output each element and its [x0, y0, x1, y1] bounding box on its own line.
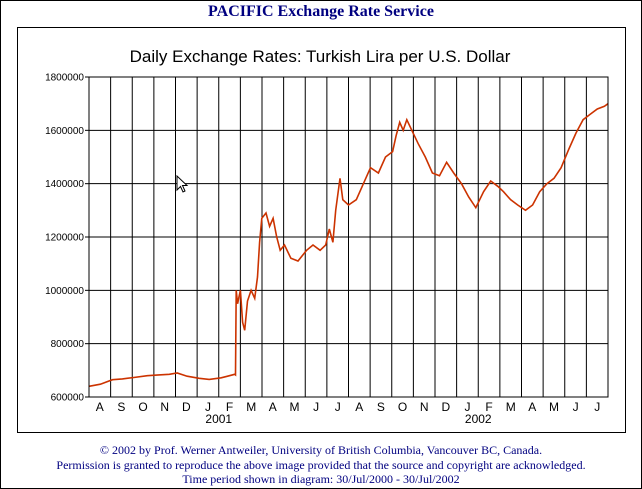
x-tick-label: F [485, 400, 492, 414]
x-tick-label: J [335, 400, 341, 414]
x-tick-label: A [269, 400, 277, 414]
year-label: 2001 [205, 412, 232, 426]
y-axis-ticks: 600000 800000 1000000 1200000 1400000 1600000… [45, 73, 89, 404]
x-tick-label: D [182, 400, 191, 414]
x-tick-label: A [528, 400, 536, 414]
x-tick-label: A [355, 400, 363, 414]
x-tick-label: N [160, 400, 169, 414]
chart-container [17, 27, 626, 433]
x-tick-label: O [398, 400, 407, 414]
x-tick-label: J [594, 400, 600, 414]
x-tick-label: S [377, 400, 385, 414]
permission-line: Permission is granted to reproduce the a… [56, 458, 586, 472]
plot-area [88, 76, 609, 398]
y-tick-label: 1600000 [45, 126, 84, 137]
x-tick-label: M [289, 400, 299, 414]
chart-grid [89, 77, 608, 397]
y-tick-label: 1800000 [45, 73, 84, 84]
y-tick-label: 1000000 [45, 286, 84, 297]
x-tick-label: J [464, 400, 470, 414]
x-tick-label: N [420, 400, 429, 414]
x-tick-label: J [205, 400, 211, 414]
page-title: PACIFIC Exchange Rate Service [208, 3, 434, 20]
x-tick-label: M [506, 400, 516, 414]
x-tick-label: F [226, 400, 233, 414]
y-tick-label: 1400000 [45, 179, 84, 190]
copyright-line: © 2002 by Prof. Werner Antweiler, Univer… [99, 443, 543, 457]
x-tick-label: D [441, 400, 450, 414]
mouse-cursor-icon [176, 175, 189, 193]
chart-title: Daily Exchange Rates: Turkish Lira per U… [130, 47, 511, 66]
y-tick-label: 600000 [51, 393, 85, 404]
x-tick-label: J [313, 400, 319, 414]
x-tick-label: A [96, 400, 104, 414]
x-tick-label: S [117, 400, 125, 414]
y-tick-label: 1200000 [45, 233, 84, 244]
time-period-line: Time period shown in diagram: 30/Jul/200… [182, 472, 460, 486]
x-tick-label: O [138, 400, 147, 414]
year-label: 2002 [465, 412, 492, 426]
y-tick-label: 800000 [51, 339, 85, 350]
series-line [88, 103, 609, 388]
x-tick-label: M [549, 400, 559, 414]
x-tick-label: J [573, 400, 579, 414]
x-tick-label: M [246, 400, 256, 414]
